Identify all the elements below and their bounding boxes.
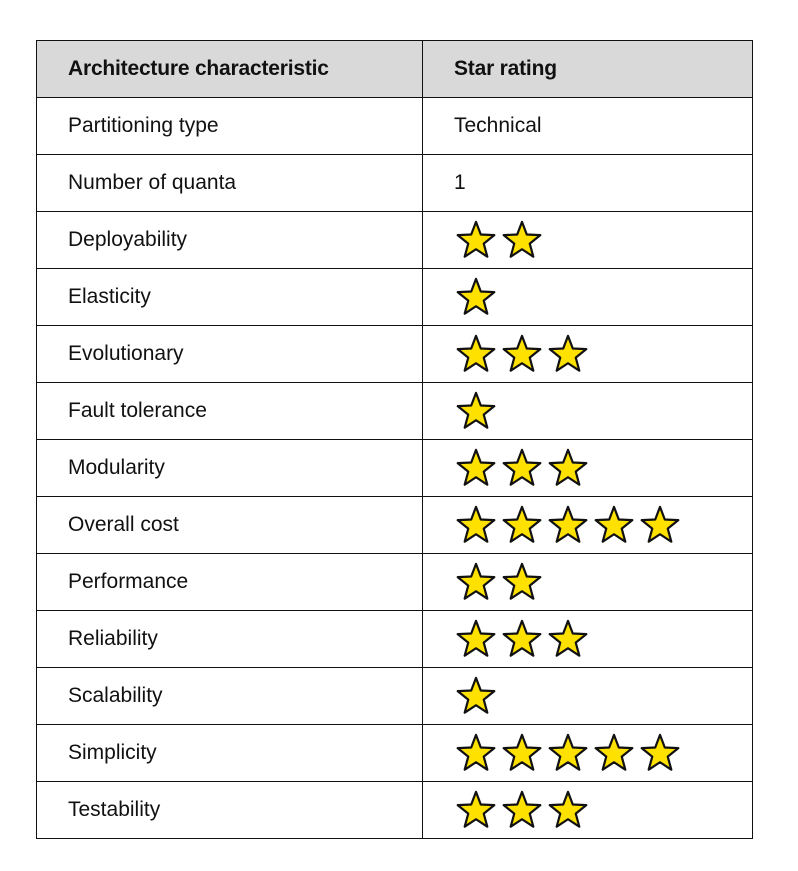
star-group [454, 326, 752, 382]
star-icon [548, 619, 588, 657]
table-row: Scalability [36, 667, 753, 725]
characteristic-name: Elasticity [36, 268, 423, 326]
star-group [454, 725, 752, 781]
table-body: Partitioning type Technical Number of quan… [36, 97, 753, 839]
star-icon [456, 277, 496, 315]
star-icon [456, 220, 496, 258]
table-row: Partitioning type Technical [36, 97, 753, 155]
rating-text: Technical [422, 97, 753, 155]
star-icon [456, 334, 496, 372]
star-group [454, 782, 752, 838]
star-icon [548, 733, 588, 771]
header-characteristic: Architecture characteristic [36, 40, 423, 98]
star-rating [422, 211, 753, 269]
rating-text: 1 [422, 154, 753, 212]
star-group [454, 383, 752, 439]
star-icon [502, 619, 542, 657]
characteristic-name: Deployability [36, 211, 423, 269]
table-row: Elasticity [36, 268, 753, 326]
characteristic-name: Modularity [36, 439, 423, 497]
star-group [454, 668, 752, 724]
characteristic-name: Partitioning type [36, 97, 423, 155]
star-icon [594, 505, 634, 543]
star-icon [456, 676, 496, 714]
star-rating [422, 439, 753, 497]
characteristic-name: Testability [36, 781, 423, 839]
star-icon [548, 790, 588, 828]
star-group [454, 554, 752, 610]
table-row: Performance [36, 553, 753, 611]
star-icon [502, 334, 542, 372]
star-group [454, 497, 752, 553]
star-icon [456, 562, 496, 600]
star-group [454, 440, 752, 496]
star-icon [548, 334, 588, 372]
characteristic-name: Scalability [36, 667, 423, 725]
star-rating [422, 325, 753, 383]
star-icon [502, 790, 542, 828]
star-icon [502, 733, 542, 771]
characteristic-name: Reliability [36, 610, 423, 668]
star-icon [456, 619, 496, 657]
star-rating [422, 610, 753, 668]
star-group [454, 269, 752, 325]
star-rating [422, 781, 753, 839]
star-icon [640, 505, 680, 543]
table-row: Number of quanta 1 [36, 154, 753, 212]
star-rating [422, 724, 753, 782]
star-rating-table: Architecture characteristic Star rating … [36, 40, 753, 839]
header-star-rating: Star rating [422, 40, 753, 98]
star-icon [502, 505, 542, 543]
star-icon [456, 505, 496, 543]
star-rating [422, 382, 753, 440]
star-rating [422, 667, 753, 725]
star-icon [502, 220, 542, 258]
table-header: Architecture characteristic Star rating [36, 40, 753, 98]
characteristic-name: Fault tolerance [36, 382, 423, 440]
star-icon [640, 733, 680, 771]
star-rating [422, 496, 753, 554]
table-row: Testability [36, 781, 753, 839]
table-row: Fault tolerance [36, 382, 753, 440]
table-row: Evolutionary [36, 325, 753, 383]
star-icon [548, 448, 588, 486]
star-icon [456, 448, 496, 486]
star-icon [548, 505, 588, 543]
star-icon [502, 562, 542, 600]
characteristic-name: Evolutionary [36, 325, 423, 383]
table-row: Simplicity [36, 724, 753, 782]
characteristic-name: Number of quanta [36, 154, 423, 212]
characteristic-name: Performance [36, 553, 423, 611]
table-row: Modularity [36, 439, 753, 497]
star-rating [422, 553, 753, 611]
star-icon [502, 448, 542, 486]
star-icon [594, 733, 634, 771]
header-row: Architecture characteristic Star rating [36, 40, 753, 98]
star-icon [456, 733, 496, 771]
star-icon [456, 790, 496, 828]
characteristic-name: Overall cost [36, 496, 423, 554]
star-rating [422, 268, 753, 326]
star-group [454, 611, 752, 667]
characteristic-name: Simplicity [36, 724, 423, 782]
star-icon [456, 391, 496, 429]
table-row: Deployability [36, 211, 753, 269]
star-group [454, 212, 752, 268]
table-row: Reliability [36, 610, 753, 668]
table-row: Overall cost [36, 496, 753, 554]
